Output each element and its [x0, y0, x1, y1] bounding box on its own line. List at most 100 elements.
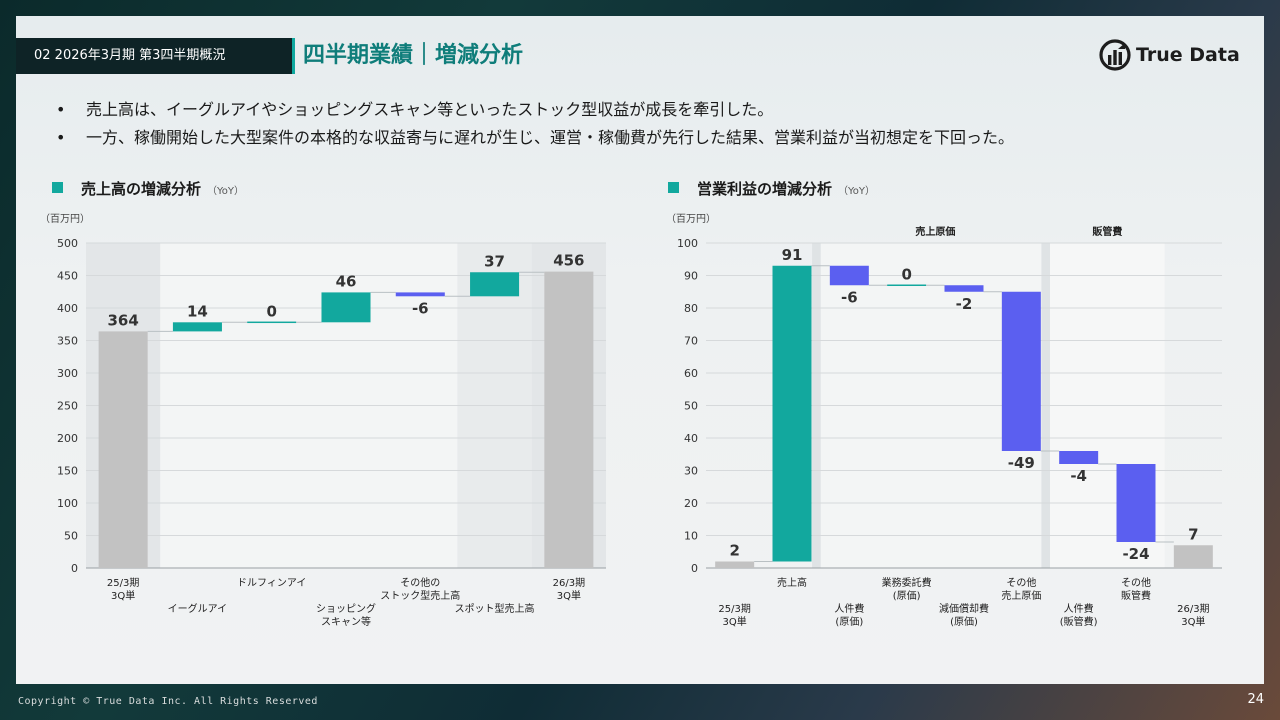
category-label: (販管費) [1060, 615, 1098, 628]
value-label: -2 [956, 295, 973, 313]
category-label: その他 [1006, 576, 1036, 589]
waterfall-bar [395, 292, 445, 297]
value-label: -24 [1122, 545, 1149, 563]
legend-square-icon [668, 182, 679, 193]
category-label: 人件費 [834, 602, 864, 615]
y-tick-label: 450 [57, 270, 78, 283]
waterfall-bar [470, 272, 520, 297]
category-label: 販管費 [1121, 589, 1151, 602]
group-label: 販管費 [1092, 225, 1122, 238]
category-label: スキャン等 [321, 615, 371, 628]
y-tick-label: 70 [684, 335, 698, 348]
y-tick-label: 100 [57, 497, 78, 510]
y-tick-label: 30 [684, 465, 698, 478]
sales-waterfall-chart: 0 50 100 150 200 250 300 350 400 450 500 364 25/3期3Q… [57, 237, 606, 628]
y-tick-label: 10 [684, 530, 698, 543]
bullet-item: 売上高は、イーグルアイやショッピングスキャン等といったストック型収益が成長を牽引… [54, 96, 1014, 124]
copyright: Copyright © True Data Inc. All Rights Re… [18, 696, 318, 707]
value-label: 456 [553, 252, 584, 270]
y-tick-label: 60 [684, 367, 698, 380]
waterfall-bar [887, 284, 927, 286]
title-divider [292, 38, 295, 74]
value-label: 37 [484, 252, 505, 270]
y-tick-label: 500 [57, 237, 78, 250]
category-label: ストック型売上高 [380, 589, 460, 602]
category-label: その他の [400, 576, 440, 589]
category-label: 3Q単 [723, 615, 747, 628]
y-tick-label: 0 [691, 562, 698, 575]
sales-unit-label: （百万円） [40, 214, 90, 225]
y-tick-label: 90 [684, 270, 698, 283]
value-label: 0 [266, 302, 276, 320]
y-tick-label: 400 [57, 302, 78, 315]
category-label: スポット型売上高 [455, 602, 535, 615]
category-label: 人件費 [1064, 602, 1094, 615]
category-label: (原価) [835, 615, 863, 628]
sales-chart-title: 売上高の増減分析 （YoY） [52, 178, 244, 199]
waterfall-bar [98, 331, 148, 568]
slide: 02 2026年3月期 第3四半期概況 四半期業績｜増減分析 True Data… [16, 16, 1264, 684]
category-label: (原価) [950, 615, 978, 628]
category-label: (原価) [893, 589, 921, 602]
value-label: 91 [782, 246, 803, 264]
waterfall-bar [944, 285, 984, 292]
y-tick-label: 50 [64, 530, 78, 543]
value-label: -4 [1070, 467, 1087, 485]
waterfall-bar [1173, 545, 1213, 568]
category-label: ドルフィンアイ [237, 578, 306, 589]
y-tick-label: 50 [684, 400, 698, 413]
waterfall-bar [1001, 291, 1041, 451]
category-label: 25/3期 [718, 603, 750, 615]
y-tick-label: 200 [57, 432, 78, 445]
logo-text: True Data [1136, 44, 1240, 66]
logo: True Data [1098, 38, 1240, 72]
y-tick-label: 40 [684, 432, 698, 445]
waterfall-bar [772, 265, 812, 562]
legend-square-icon [52, 182, 63, 193]
waterfall-bar [829, 265, 869, 286]
value-label: -49 [1008, 454, 1035, 472]
y-tick-label: 300 [57, 367, 78, 380]
value-label: 7 [1188, 525, 1198, 543]
group-label: 売上原価 [915, 225, 955, 238]
value-label: 14 [187, 302, 208, 320]
waterfall-bar [172, 322, 222, 332]
waterfall-bar [544, 271, 594, 568]
page-number: 24 [1247, 692, 1264, 707]
value-label: -6 [841, 288, 858, 306]
summary-bullets: 売上高は、イーグルアイやショッピングスキャン等といったストック型収益が成長を牽引… [54, 96, 1014, 152]
category-label: 26/3期 [1177, 603, 1209, 615]
value-label: 364 [107, 311, 138, 329]
waterfall-bar [1059, 451, 1099, 464]
profit-chart-title: 営業利益の増減分析 （YoY） [668, 178, 875, 199]
waterfall-bar [1116, 464, 1156, 542]
category-label: 売上原価 [1001, 589, 1041, 602]
value-label: 0 [901, 265, 911, 283]
y-tick-label: 20 [684, 497, 698, 510]
value-label: 46 [336, 272, 357, 290]
category-label: 3Q単 [1181, 615, 1205, 628]
profit-unit-label: （百万円） [666, 214, 716, 225]
value-label: -6 [412, 299, 429, 317]
category-label: 減価償却費 [939, 602, 989, 615]
y-tick-label: 100 [677, 237, 698, 250]
y-tick-label: 250 [57, 400, 78, 413]
y-tick-label: 80 [684, 302, 698, 315]
y-tick-label: 150 [57, 465, 78, 478]
waterfall-bar [247, 321, 297, 324]
category-label: ショッピング [316, 602, 376, 615]
category-label: 業務委託費 [882, 576, 932, 589]
category-label: その他 [1121, 576, 1151, 589]
y-tick-label: 350 [57, 335, 78, 348]
waterfall-bar [321, 292, 371, 323]
bullet-item: 一方、稼働開始した大型案件の本格的な収益寄与に遅れが生じ、運営・稼働費が先行した… [54, 124, 1014, 152]
page-title: 四半期業績｜増減分析 [303, 43, 524, 68]
category-label: 25/3期 [107, 577, 139, 589]
category-label: 3Q単 [111, 589, 135, 602]
value-label: 2 [729, 542, 739, 560]
category-label: 売上高 [777, 576, 807, 589]
true-data-logo-icon [1099, 39, 1131, 71]
waterfall-bar [715, 561, 755, 568]
category-label: イーグルアイ [168, 602, 228, 615]
